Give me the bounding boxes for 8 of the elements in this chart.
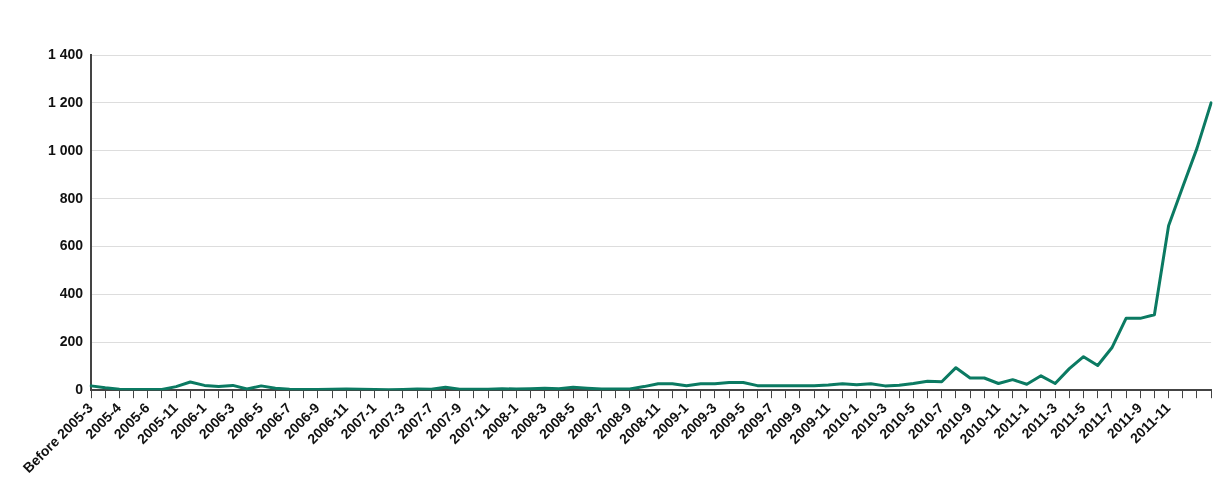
y-tick-label: 600 <box>59 237 84 254</box>
y-tick-label: 200 <box>59 333 84 350</box>
y-tick-label: 1 200 <box>47 93 84 110</box>
y-tick-label: 1 400 <box>47 45 84 62</box>
y-tick-label: 1 000 <box>47 141 84 158</box>
y-tick-label: 0 <box>75 381 84 398</box>
y-tick-label: 800 <box>59 189 84 206</box>
y-tick-label: 400 <box>59 285 84 302</box>
